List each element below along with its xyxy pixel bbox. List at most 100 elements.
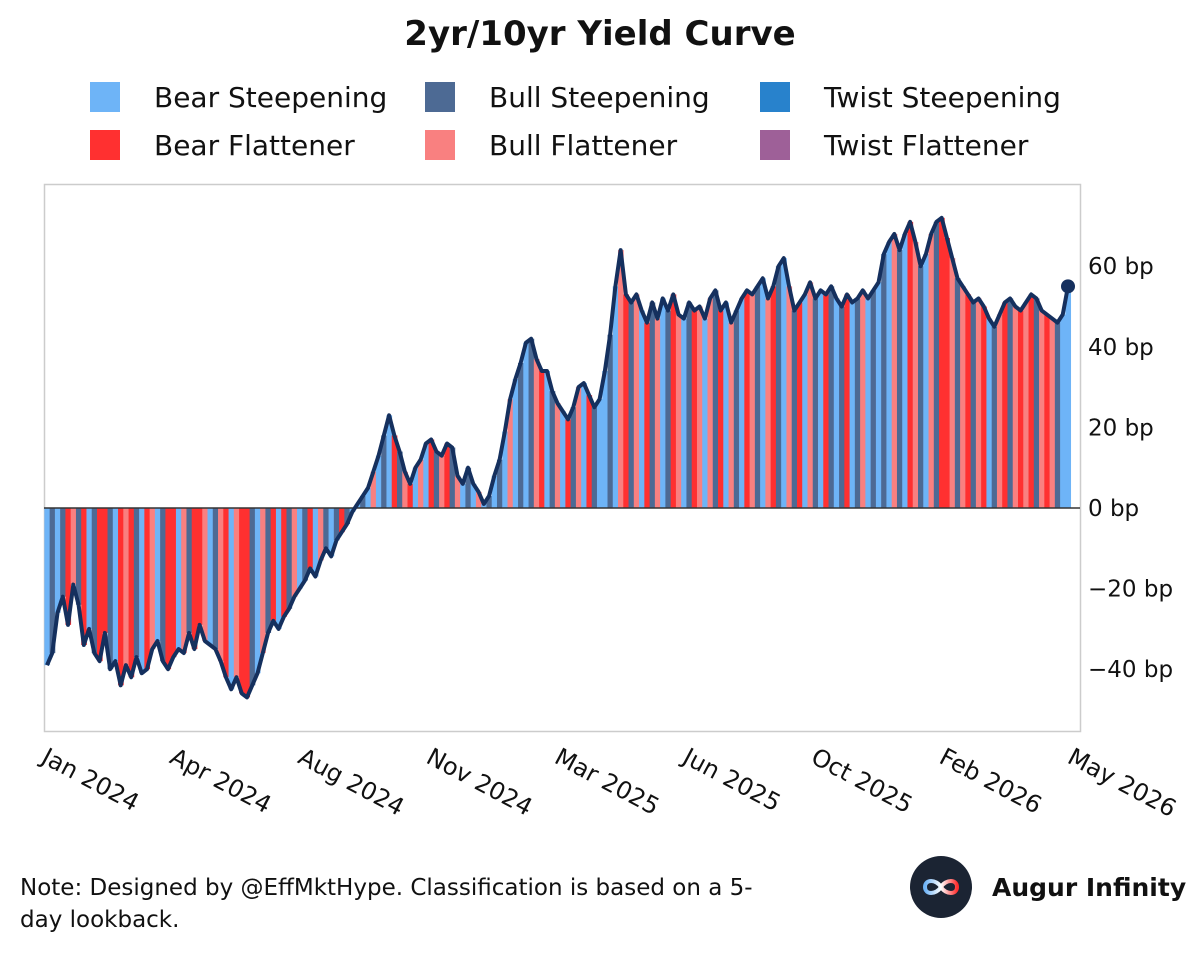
regime-bar: [965, 294, 972, 508]
regime-bar: [1023, 302, 1029, 508]
spread-line: [45, 215, 1070, 700]
regime-bar: [286, 508, 293, 609]
regime-bar: [370, 471, 377, 508]
regime-bar: [86, 508, 93, 629]
regime-bar: [81, 508, 87, 646]
x-tick-label: Feb 2026: [935, 743, 1046, 820]
legend-item-twist-flattener: Twist Flattener: [760, 125, 1028, 165]
regime-bar: [444, 443, 451, 508]
regime-bar: [786, 286, 793, 508]
regime-bar: [97, 508, 103, 662]
regime-bar: [170, 508, 177, 658]
regime-bar: [454, 475, 461, 508]
regime-bar: [460, 483, 466, 508]
regime-bar: [249, 508, 256, 686]
regime-bar: [802, 294, 808, 508]
regime-bar: [981, 306, 987, 508]
regime-bar: [491, 475, 498, 508]
regime-bar: [607, 334, 614, 508]
regime-bar: [196, 508, 203, 625]
regime-bar: [991, 326, 998, 508]
regime-bar: [902, 233, 908, 508]
regime-bar: [612, 286, 619, 508]
legend-item-bear-steepening: Bear Steepening: [90, 77, 387, 117]
regime-bar: [244, 508, 251, 698]
regime-bar: [412, 467, 419, 508]
regime-bar: [1012, 306, 1019, 508]
regime-bar: [875, 282, 882, 508]
regime-bar: [133, 508, 140, 658]
regime-bar: [702, 318, 708, 508]
regime-bar: [418, 459, 424, 508]
legend-item-bull-flattener: Bull Flattener: [425, 125, 677, 165]
regime-bar: [696, 306, 703, 508]
regime-bar: [739, 298, 745, 508]
regime-bar: [70, 508, 77, 585]
regime-bar: [602, 370, 608, 508]
regime-bar: [65, 508, 72, 625]
regime-bar: [465, 467, 472, 508]
y-tick-label: 40 bp: [1088, 335, 1154, 361]
regime-bar: [928, 233, 935, 508]
legend-swatch: [90, 82, 120, 112]
regime-bar: [449, 447, 456, 508]
regime-bar: [975, 298, 982, 508]
regime-bar: [533, 358, 540, 508]
regime-bar: [212, 508, 219, 650]
regime-bar: [996, 314, 1003, 508]
regime-bar: [302, 508, 308, 581]
regime-bar: [307, 508, 314, 569]
legend-item-bull-steepening: Bull Steepening: [425, 77, 710, 117]
regime-bar: [918, 266, 924, 508]
regime-bar: [254, 508, 261, 674]
regime-bar: [396, 451, 403, 508]
regime-bar: [402, 471, 408, 508]
regime-bar: [239, 508, 245, 694]
regime-bar: [818, 290, 824, 508]
regime-bar: [375, 455, 382, 508]
regime-bar: [896, 250, 903, 508]
x-tick-label: Nov 2024: [422, 743, 537, 822]
regime-bar: [854, 298, 861, 508]
x-tick-label: Oct 2025: [807, 743, 917, 819]
regime-bar: [670, 294, 677, 508]
regime-bar: [865, 298, 872, 508]
regime-bar: [660, 298, 666, 508]
regime-bar: [181, 508, 187, 654]
regime-bar: [675, 314, 682, 508]
regime-bar: [781, 258, 787, 508]
y-axis: −40 bp −20 bp 0 bp 20 bp 40 bp 60 bp: [1088, 254, 1173, 683]
legend-label: Bear Steepening: [154, 80, 388, 114]
regime-bar: [691, 310, 698, 508]
regime-bar: [165, 508, 172, 670]
regime-bar: [228, 508, 235, 690]
regime-bar: [512, 379, 519, 508]
regime-bar: [260, 508, 266, 654]
regime-bar: [439, 455, 445, 508]
regime-bar: [1002, 302, 1008, 508]
regime-bar: [1007, 298, 1014, 508]
x-tick-label: Aug 2024: [294, 743, 409, 822]
regime-bar: [223, 508, 229, 678]
regime-bar: [881, 254, 887, 508]
regime-bar: [681, 318, 687, 508]
x-tick-label: Apr 2024: [165, 743, 275, 819]
legend-label: Twist Steepening: [824, 80, 1061, 114]
regime-bar: [581, 383, 587, 508]
legend-label: Bear Flattener: [154, 128, 355, 162]
regime-bar: [281, 508, 287, 617]
regime-bar: [633, 294, 640, 508]
regime-bar: [796, 302, 803, 508]
regime-bar: [844, 294, 850, 508]
regime-bar: [891, 233, 898, 508]
x-tick-label: May 2026: [1063, 743, 1181, 823]
x-axis: Jan 2024 Apr 2024 Aug 2024 Nov 2024 Mar 2025…: [35, 742, 1180, 823]
regime-bar: [718, 310, 724, 508]
regime-bar: [470, 483, 477, 508]
regime-bar: [154, 508, 161, 641]
regime-bar: [539, 370, 545, 508]
regime-bar: [549, 391, 556, 508]
regime-bar: [428, 439, 435, 508]
regime-bar: [954, 278, 961, 508]
regime-bar: [939, 217, 945, 508]
